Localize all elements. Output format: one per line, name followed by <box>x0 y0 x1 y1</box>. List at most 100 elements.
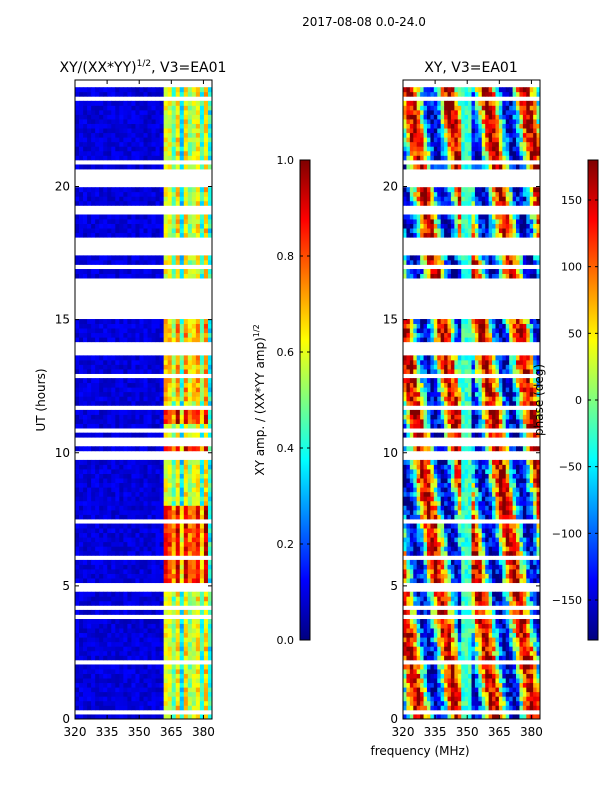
amplitude-cell <box>83 596 88 602</box>
phase-cell <box>416 541 421 547</box>
amplitude-cell <box>163 687 169 693</box>
amplitude-cell <box>151 623 156 629</box>
amplitude-cell <box>111 473 116 479</box>
amplitude-cell <box>171 219 177 224</box>
amplitude-cell <box>163 673 169 679</box>
phase-cell <box>447 600 452 606</box>
amplitude-cell <box>171 255 177 261</box>
phase-cell <box>485 650 490 656</box>
amplitude-cell <box>143 196 148 202</box>
amplitude-cell <box>143 155 148 161</box>
amplitude-cell <box>143 491 148 497</box>
amplitude-cell <box>171 419 177 424</box>
amplitude-cell <box>199 419 205 424</box>
amplitude-cell <box>143 641 148 647</box>
phase-cell <box>454 655 459 661</box>
amplitude-cell <box>143 487 148 493</box>
amplitude-cell <box>135 369 140 374</box>
phase-cell <box>426 623 431 629</box>
amplitude-cell <box>171 214 177 220</box>
amplitude-cell <box>199 673 205 679</box>
phase-cell <box>430 600 435 606</box>
phase-cell <box>519 573 524 579</box>
amplitude-cell <box>123 378 128 384</box>
amplitude-cell <box>115 546 120 552</box>
amplitude-cell <box>99 578 104 584</box>
phase-cell <box>536 678 541 684</box>
phase-cell <box>526 619 531 624</box>
phase-cell <box>502 609 507 615</box>
amplitude-cell <box>135 632 140 638</box>
amplitude-cell <box>199 641 205 647</box>
amplitude-cell <box>127 487 132 493</box>
phase-cell <box>444 546 448 552</box>
phase-cell <box>409 509 414 515</box>
amplitude-cell <box>171 128 177 134</box>
amplitude-cell <box>107 482 112 488</box>
amplitude-cell <box>115 464 120 470</box>
amplitude-cell <box>115 191 120 197</box>
amplitude-cell <box>207 609 213 615</box>
phase-cell <box>444 637 448 643</box>
amplitude-cell <box>203 228 209 234</box>
amplitude-cell <box>199 473 205 479</box>
amplitude-cell <box>175 105 181 111</box>
phase-cell <box>406 673 411 679</box>
phase-cell <box>512 509 517 515</box>
phase-cell <box>409 714 414 720</box>
phase-cell <box>450 650 455 656</box>
amplitude-cell <box>95 482 100 488</box>
amplitude-cell <box>167 391 173 397</box>
amplitude-cell <box>183 191 189 197</box>
phase-cell <box>409 609 414 615</box>
phase-cell <box>450 523 455 529</box>
phase-cell <box>536 696 541 702</box>
amplitude-cell <box>147 491 152 497</box>
amplitude-cell <box>99 432 104 438</box>
phase-cell <box>468 546 472 552</box>
phase-cell <box>464 596 469 602</box>
amplitude-cell <box>83 678 88 684</box>
amplitude-cell <box>203 596 209 602</box>
amplitude-cell <box>87 123 92 129</box>
amplitude-cell <box>139 550 144 556</box>
phase-cell <box>413 669 418 674</box>
amplitude-cell <box>87 87 92 93</box>
phase-cell <box>406 669 411 674</box>
amplitude-cell <box>139 409 144 415</box>
amplitude-cell <box>127 400 132 406</box>
amplitude-cell <box>191 123 197 129</box>
amplitude-cell <box>191 214 197 220</box>
amplitude-cell <box>135 573 140 579</box>
phase-cell <box>498 600 503 606</box>
phase-cell <box>409 550 414 556</box>
amplitude-cell <box>79 255 84 261</box>
phase-cell <box>488 687 493 693</box>
amplitude-cell <box>199 259 205 265</box>
phase-cell <box>464 600 469 606</box>
amplitude-cell <box>95 105 100 111</box>
phase-cell <box>488 609 493 615</box>
phase-cell <box>526 559 531 565</box>
phase-cell <box>522 646 527 652</box>
amplitude-cell <box>75 255 80 261</box>
amplitude-cell <box>103 646 108 652</box>
phase-cell <box>454 591 459 597</box>
phase-cell <box>516 541 520 547</box>
amplitude-cell <box>111 391 116 397</box>
amplitude-cell <box>127 91 132 97</box>
amplitude-cell <box>147 387 152 393</box>
phase-cell <box>403 564 407 570</box>
amplitude-cell <box>159 146 165 152</box>
phase-cell <box>426 600 431 606</box>
amplitude-cell <box>191 382 197 388</box>
phase-cell <box>468 696 472 702</box>
phase-cell <box>430 623 435 629</box>
phase-cell <box>430 541 435 547</box>
amplitude-cell <box>155 664 161 670</box>
amplitude-cell <box>119 578 124 584</box>
amplitude-cell <box>111 141 116 147</box>
amplitude-cell <box>87 414 92 420</box>
phase-cell <box>509 509 513 515</box>
phase-cell <box>488 678 493 684</box>
